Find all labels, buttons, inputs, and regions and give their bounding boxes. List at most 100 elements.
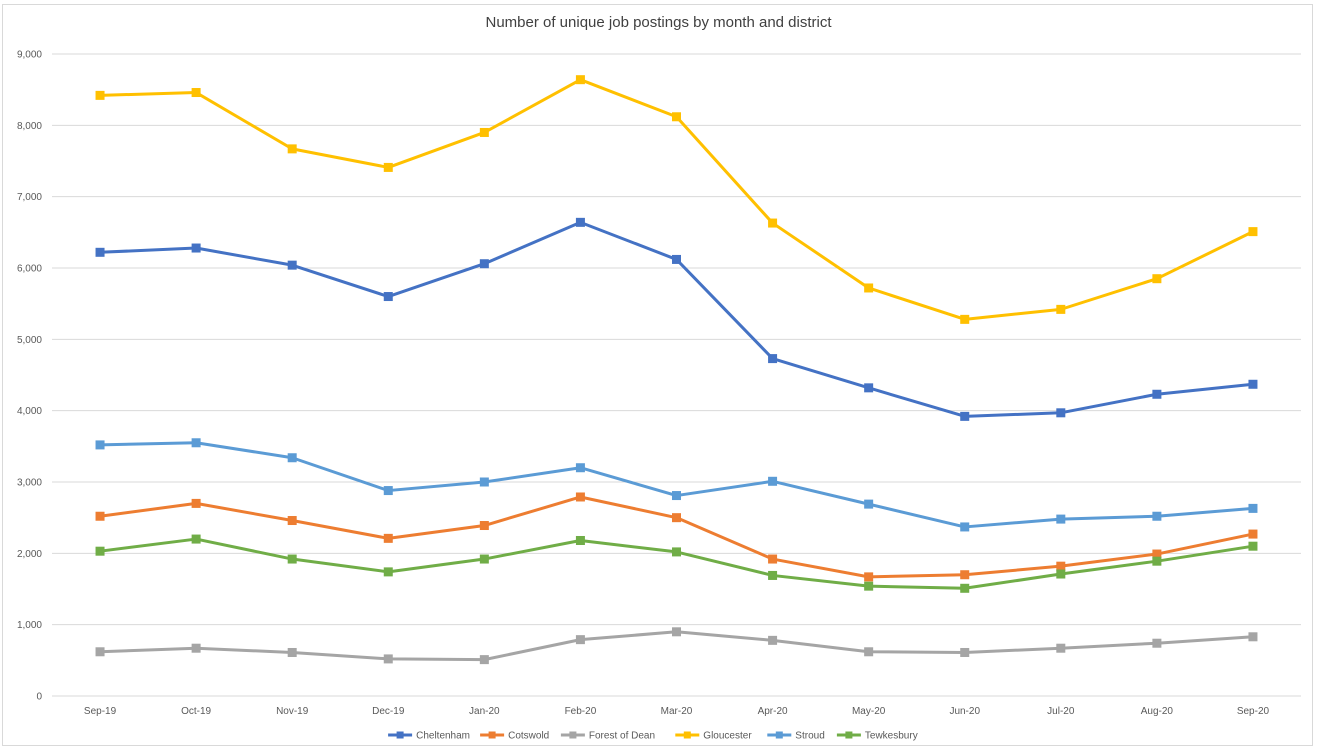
legend-marker (396, 731, 404, 739)
data-point (960, 583, 970, 593)
series-line (98, 495, 1255, 579)
legend-marker (569, 731, 577, 739)
series-forest-of-dean (95, 627, 1258, 665)
data-point (191, 438, 201, 448)
series-lines (95, 75, 1258, 665)
data-point (1248, 503, 1258, 513)
data-point (95, 647, 105, 657)
x-tick-label: Sep-20 (1237, 706, 1270, 717)
series-tewkesbury (95, 534, 1258, 593)
y-tick-label: 0 (36, 692, 42, 703)
legend-label: Tewkesbury (865, 731, 918, 742)
data-point (287, 260, 297, 270)
data-point (575, 535, 585, 545)
data-point (191, 534, 201, 544)
legend-entry: Gloucester (675, 731, 752, 742)
data-point (672, 254, 681, 264)
data-point (864, 581, 874, 591)
data-point (1056, 304, 1066, 314)
data-point (383, 654, 393, 664)
data-point (191, 643, 201, 653)
series-cheltenham (95, 217, 1258, 421)
y-tick-label: 3,000 (17, 478, 42, 489)
x-tick-label: Dec-19 (372, 706, 405, 717)
legend-entry: Stroud (767, 731, 825, 742)
data-point (95, 511, 105, 521)
series-gloucester (95, 75, 1258, 324)
data-point (575, 463, 585, 473)
data-point (575, 217, 585, 227)
x-tick-label: Oct-19 (181, 706, 211, 717)
data-point (95, 90, 105, 100)
y-axis-ticks: 0 1,000 2,000 3,000 4,000 5,000 6,000 7,000 8,00… (17, 50, 42, 703)
chart-frame (2, 4, 1313, 746)
data-point (672, 513, 681, 523)
data-point (1248, 529, 1258, 539)
data-point (864, 647, 874, 657)
x-tick-label: Jul-20 (1047, 706, 1075, 717)
data-point (672, 627, 681, 637)
data-point (575, 635, 585, 645)
data-point (672, 112, 681, 122)
legend-label: Gloucester (703, 731, 752, 742)
series-stroud (95, 438, 1258, 532)
x-tick-label: Feb-20 (565, 706, 597, 717)
legend-marker (845, 731, 853, 739)
data-point (1152, 389, 1162, 399)
data-point (1056, 569, 1066, 579)
data-point (768, 218, 778, 228)
data-point (864, 283, 874, 293)
y-tick-label: 2,000 (17, 549, 42, 560)
data-point (191, 498, 201, 508)
data-point (479, 655, 489, 665)
data-point (479, 477, 489, 487)
data-point (768, 476, 778, 486)
x-tick-label: Sep-19 (84, 706, 117, 717)
data-point (575, 75, 585, 85)
data-point (479, 259, 489, 269)
data-point (1056, 514, 1066, 524)
legend: Cheltenham Cotswold Forest of Dean Gloucest… (388, 731, 918, 742)
x-tick-label: May-20 (852, 706, 886, 717)
data-point (864, 572, 874, 582)
data-point (672, 491, 681, 501)
data-point (864, 499, 874, 509)
data-point (1248, 379, 1258, 389)
data-point (1152, 511, 1162, 521)
y-tick-label: 8,000 (17, 121, 42, 132)
data-point (1248, 541, 1258, 551)
data-point (1152, 556, 1162, 566)
legend-entry: Cotswold (480, 731, 549, 742)
legend-marker (683, 731, 691, 739)
x-tick-label: Nov-19 (276, 706, 309, 717)
data-point (768, 354, 778, 364)
data-point (1152, 274, 1162, 284)
data-point (960, 570, 970, 580)
data-point (287, 647, 297, 657)
x-tick-label: Mar-20 (661, 706, 693, 717)
data-point (672, 547, 681, 557)
x-axis-ticks: Sep-19 Oct-19 Nov-19 Dec-19 Jan-20 Feb-20 Mar-… (84, 706, 1270, 717)
data-point (191, 88, 201, 98)
legend-label: Cotswold (508, 731, 549, 742)
legend-label: Forest of Dean (589, 731, 655, 742)
y-tick-label: 1,000 (17, 620, 42, 631)
data-point (1248, 632, 1258, 642)
gridlines (52, 53, 1301, 697)
x-tick-label: Jan-20 (469, 706, 500, 717)
y-tick-label: 4,000 (17, 406, 42, 417)
data-point (1056, 561, 1066, 571)
data-point (287, 144, 297, 154)
data-point (383, 162, 393, 172)
data-point (960, 411, 970, 421)
data-point (1056, 408, 1066, 418)
legend-marker (488, 731, 496, 739)
legend-entry: Forest of Dean (560, 731, 655, 742)
data-point (383, 486, 393, 496)
chart-title: Number of unique job postings by month a… (485, 14, 832, 31)
data-point (1152, 638, 1162, 648)
data-point (960, 314, 970, 324)
legend-marker (775, 731, 783, 739)
data-point (1152, 549, 1162, 559)
